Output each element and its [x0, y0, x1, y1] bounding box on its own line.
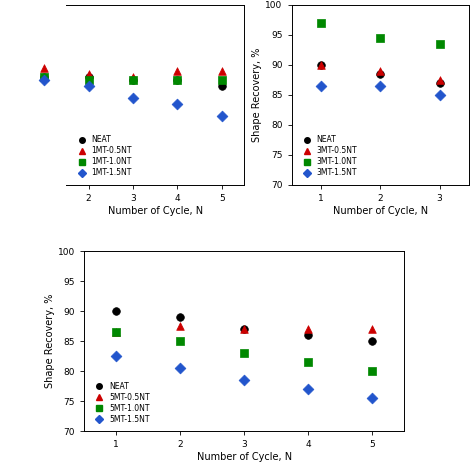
Point: [218, 112, 226, 119]
Point: [368, 367, 376, 375]
Point: [85, 76, 92, 83]
Point: [173, 76, 181, 83]
Legend: NEAT, 1MT-0.5NT, 1MT-1.0NT, 1MT-1.5NT: NEAT, 1MT-0.5NT, 1MT-1.0NT, 1MT-1.5NT: [70, 132, 136, 181]
Point: [173, 67, 181, 74]
Point: [85, 82, 92, 90]
Point: [240, 349, 248, 357]
X-axis label: Number of Cycle, N: Number of Cycle, N: [108, 206, 203, 216]
Point: [176, 337, 184, 345]
Point: [173, 76, 181, 83]
Point: [304, 331, 312, 339]
Y-axis label: Shape Recovery, %: Shape Recovery, %: [253, 47, 263, 142]
Point: [304, 326, 312, 333]
Point: [112, 328, 120, 336]
Point: [368, 394, 376, 402]
Point: [436, 91, 443, 99]
Point: [85, 73, 92, 81]
X-axis label: Number of Cycle, N: Number of Cycle, N: [197, 452, 292, 462]
Point: [436, 76, 443, 83]
Point: [218, 82, 226, 90]
Point: [304, 385, 312, 393]
Point: [368, 326, 376, 333]
X-axis label: Number of Cycle, N: Number of Cycle, N: [333, 206, 428, 216]
Point: [40, 73, 48, 81]
Point: [317, 19, 325, 27]
Point: [376, 34, 384, 42]
Point: [176, 365, 184, 372]
Point: [240, 376, 248, 384]
Point: [376, 82, 384, 90]
Point: [436, 40, 443, 47]
Point: [112, 353, 120, 360]
Point: [218, 67, 226, 74]
Point: [317, 61, 325, 69]
Legend: NEAT, 5MT-0.5NT, 5MT-1.0NT, 5MT-1.5NT: NEAT, 5MT-0.5NT, 5MT-1.0NT, 5MT-1.5NT: [88, 378, 154, 428]
Point: [376, 67, 384, 74]
Point: [129, 94, 137, 101]
Point: [40, 73, 48, 81]
Point: [317, 61, 325, 69]
Point: [112, 308, 120, 315]
Point: [304, 358, 312, 366]
Point: [173, 100, 181, 108]
Point: [129, 73, 137, 81]
Point: [317, 82, 325, 90]
Point: [376, 70, 384, 78]
Point: [176, 322, 184, 330]
Point: [240, 326, 248, 333]
Y-axis label: Shape Recovery, %: Shape Recovery, %: [45, 294, 55, 389]
Legend: NEAT, 3MT-0.5NT, 3MT-1.0NT, 3MT-1.5NT: NEAT, 3MT-0.5NT, 3MT-1.0NT, 3MT-1.5NT: [295, 132, 361, 181]
Point: [436, 79, 443, 87]
Point: [129, 76, 137, 83]
Point: [218, 76, 226, 83]
Point: [176, 313, 184, 321]
Point: [40, 76, 48, 83]
Point: [240, 326, 248, 333]
Point: [368, 337, 376, 345]
Point: [85, 70, 92, 78]
Point: [129, 76, 137, 83]
Point: [40, 64, 48, 72]
Point: [112, 328, 120, 336]
